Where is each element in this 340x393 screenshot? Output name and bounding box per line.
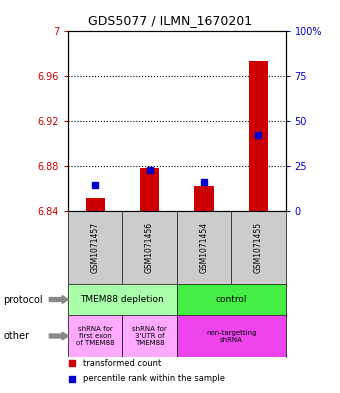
Text: shRNA for
3'UTR of
TMEM88: shRNA for 3'UTR of TMEM88 bbox=[132, 326, 167, 346]
Bar bbox=[177, 315, 286, 357]
Text: TMEM88 depletion: TMEM88 depletion bbox=[81, 295, 164, 304]
Text: transformed count: transformed count bbox=[83, 359, 162, 368]
Text: GDS5077 / ILMN_1670201: GDS5077 / ILMN_1670201 bbox=[88, 14, 252, 27]
Text: control: control bbox=[216, 295, 247, 304]
Text: other: other bbox=[3, 331, 29, 341]
Bar bbox=[68, 284, 177, 315]
Text: GSM1071455: GSM1071455 bbox=[254, 222, 263, 273]
Text: GSM1071454: GSM1071454 bbox=[200, 222, 208, 273]
Bar bbox=[68, 315, 122, 357]
Bar bbox=[122, 315, 177, 357]
Text: GSM1071457: GSM1071457 bbox=[91, 222, 100, 273]
Text: GSM1071456: GSM1071456 bbox=[145, 222, 154, 273]
Text: non-targetting
shRNA: non-targetting shRNA bbox=[206, 329, 256, 343]
Bar bbox=[177, 284, 286, 315]
Bar bbox=[194, 186, 214, 211]
Bar bbox=[140, 169, 159, 211]
Bar bbox=[249, 61, 268, 211]
Bar bbox=[86, 198, 105, 211]
Text: percentile rank within the sample: percentile rank within the sample bbox=[83, 375, 225, 384]
Text: shRNA for
first exon
of TMEM88: shRNA for first exon of TMEM88 bbox=[76, 326, 115, 346]
Text: protocol: protocol bbox=[3, 294, 43, 305]
